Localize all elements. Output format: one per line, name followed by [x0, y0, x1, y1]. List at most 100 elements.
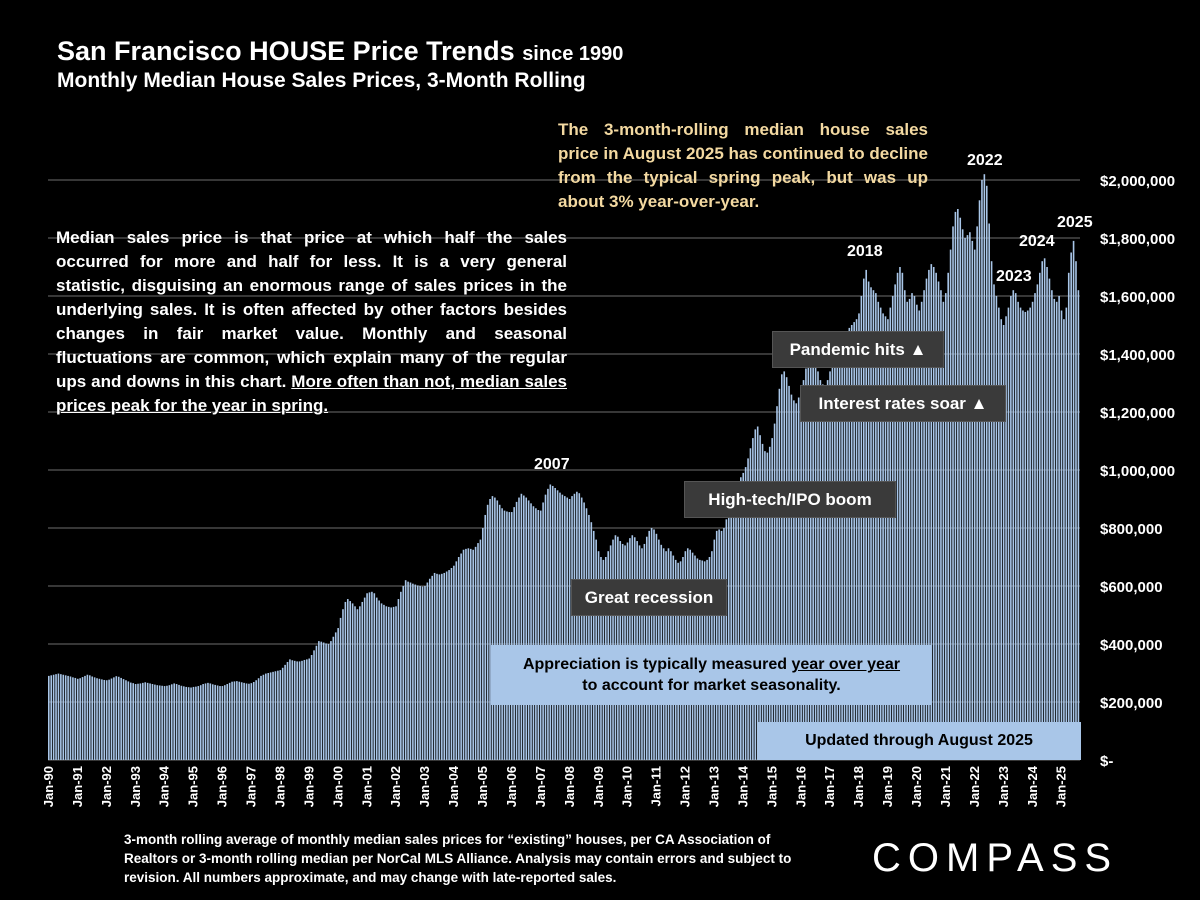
x-tick-label: Jan-95 — [186, 766, 201, 807]
bar — [653, 529, 655, 760]
bar — [108, 679, 110, 760]
bar — [122, 679, 125, 760]
bar — [1000, 319, 1003, 760]
bar — [718, 529, 720, 760]
bar — [1043, 258, 1046, 760]
bar — [576, 491, 578, 760]
label-appreciation: Appreciation is typically measured year … — [491, 645, 932, 705]
bar — [817, 371, 819, 760]
bar — [530, 503, 532, 760]
bar — [228, 682, 231, 760]
bar — [776, 406, 778, 760]
bar — [368, 592, 371, 760]
bar — [74, 677, 77, 760]
bar — [988, 223, 990, 760]
bar — [72, 677, 74, 760]
y-tick-label: $1,200,000 — [1100, 405, 1175, 422]
x-tick-label: Jan-23 — [996, 766, 1011, 807]
bar — [920, 301, 923, 760]
bar — [120, 677, 122, 760]
bar — [245, 683, 248, 760]
bar — [911, 293, 913, 760]
bar — [520, 493, 523, 760]
bar — [802, 380, 805, 760]
bar — [882, 313, 884, 760]
bar — [752, 438, 754, 760]
bar — [571, 496, 573, 760]
bar — [224, 685, 226, 760]
bar — [86, 674, 89, 760]
bar — [768, 446, 771, 760]
bar — [1036, 284, 1039, 760]
bar — [1017, 301, 1019, 760]
bar — [400, 591, 402, 760]
bar — [812, 356, 814, 760]
bar — [916, 304, 918, 760]
bar — [824, 385, 827, 760]
bar — [1046, 267, 1048, 760]
bar — [501, 508, 503, 760]
bar — [1055, 301, 1058, 760]
bar — [460, 553, 462, 760]
label-hightech-boom: High-tech/IPO boom — [684, 481, 896, 518]
bar — [286, 661, 289, 760]
bar — [1034, 293, 1036, 760]
bar — [467, 548, 470, 760]
bar — [361, 601, 364, 760]
bar — [740, 477, 742, 760]
bar — [875, 293, 877, 760]
bar — [445, 571, 448, 760]
bar — [267, 673, 270, 760]
y-axis: $- $200,000 $400,000 $600,000 $800,000 $1,000… — [1100, 173, 1175, 770]
bar — [453, 565, 455, 760]
bar — [1026, 310, 1029, 760]
bar — [443, 572, 446, 760]
x-tick-label: Jan-05 — [475, 766, 490, 807]
x-tick-label: Jan-17 — [822, 766, 837, 807]
bar — [404, 580, 407, 760]
bar — [877, 301, 880, 760]
bar — [332, 636, 335, 760]
bar — [947, 272, 949, 760]
bar — [539, 510, 542, 760]
x-tick-label: Jan-13 — [707, 766, 722, 807]
x-tick-label: Jan-14 — [735, 765, 750, 807]
bar — [995, 296, 998, 760]
x-tick-label: Jan-07 — [533, 766, 548, 807]
bar — [568, 499, 571, 760]
bar — [894, 284, 896, 760]
bar — [1058, 296, 1060, 760]
x-tick-label: Jan-11 — [649, 766, 664, 806]
bar — [969, 232, 971, 760]
bar — [1002, 325, 1005, 760]
bar — [48, 675, 50, 760]
x-tick-label: Jan-21 — [938, 766, 953, 807]
bar — [269, 672, 272, 760]
bar — [807, 359, 810, 760]
bar — [98, 678, 101, 760]
bar — [506, 511, 508, 760]
bar — [216, 685, 219, 760]
bar — [395, 606, 397, 760]
bar — [513, 507, 515, 760]
bar — [349, 601, 352, 760]
bar — [650, 528, 653, 760]
bar — [932, 267, 935, 760]
x-tick-label: Jan-02 — [388, 766, 403, 807]
bar — [913, 296, 916, 760]
bar — [496, 500, 499, 760]
bar — [465, 548, 467, 760]
bar — [896, 272, 899, 760]
bar — [564, 496, 566, 760]
bar — [887, 319, 889, 760]
bar — [836, 345, 839, 760]
title-since: since 1990 — [522, 43, 624, 65]
bar — [744, 467, 747, 760]
bar — [378, 600, 380, 760]
bar — [448, 570, 450, 760]
bar — [800, 391, 802, 760]
x-tick-label: Jan-18 — [851, 766, 866, 807]
bar — [383, 604, 385, 760]
x-tick-label: Jan-97 — [244, 766, 259, 807]
